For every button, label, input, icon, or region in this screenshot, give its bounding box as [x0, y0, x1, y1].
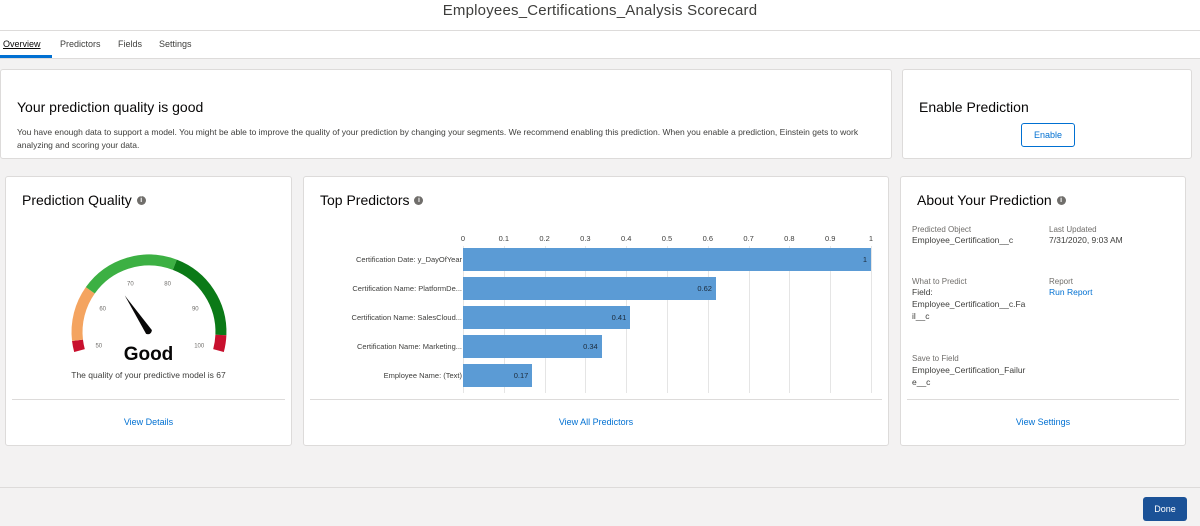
predictor-bar[interactable]: [463, 277, 716, 300]
x-axis-tick-label: 0.5: [661, 234, 673, 243]
view-details-link[interactable]: View Details: [123, 417, 174, 427]
gauge-arc-light-green: [85, 254, 177, 294]
what-to-predict-value-line2: il__c: [912, 311, 930, 321]
info-icon[interactable]: i: [136, 195, 146, 205]
enable-prediction-card: Enable Prediction Enable: [902, 69, 1192, 159]
top-predictors-title-row: Top Predictors i: [320, 192, 424, 208]
view-settings-link[interactable]: View Settings: [1015, 417, 1071, 427]
gauge-tick-label: 90: [192, 306, 199, 312]
bar-category-label: Employee Name: (Text): [383, 371, 462, 380]
gauge-tick-label: 70: [127, 282, 134, 288]
info-icon[interactable]: i: [1056, 195, 1066, 205]
bar-value-label: 0.17: [513, 371, 529, 380]
save-to-field-value-line1: Employee_Certification_Failur: [912, 365, 1026, 375]
about-title-row: About Your Prediction i: [917, 192, 1066, 208]
gridline: [789, 246, 791, 393]
bar-category-label: Certification Date: y_DayOfYear: [355, 255, 462, 264]
x-axis-tick-label: 0.2: [539, 234, 550, 243]
predictor-bar[interactable]: [463, 306, 631, 329]
gauge-tick-label: 60: [99, 306, 106, 312]
x-axis-tick-label: 0.9: [824, 234, 836, 243]
gauge-arc-red-left: [72, 339, 85, 352]
quality-banner-title: Your prediction quality is good: [17, 99, 204, 115]
save-to-field-label: Save to Field: [912, 354, 959, 363]
last-updated-label: Last Updated: [1049, 225, 1097, 234]
tab-fields[interactable]: Fields: [118, 39, 143, 49]
prediction-quality-card: Prediction Quality i 50 60 70 80 90 100 Good …: [5, 176, 292, 446]
bar-value-label: 1: [862, 255, 867, 264]
gridline: [667, 246, 668, 393]
top-predictors-card: Top Predictors i 0 0.1 0.2 0.3 0.4 0.5 0.6 0.7 0…: [303, 176, 889, 446]
prediction-quality-title-row: Prediction Quality i: [22, 192, 146, 208]
done-button[interactable]: Done: [1143, 497, 1187, 521]
gauge-arc-red-right: [213, 334, 227, 352]
gauge-arc-dark-green: [172, 259, 227, 336]
what-to-predict-value-line1: Employee_Certification__c.Fa: [912, 299, 1026, 309]
run-report-link[interactable]: Run Report: [1049, 287, 1093, 297]
gauge-arc-orange: [71, 287, 95, 341]
bar-value-label: 0.41: [611, 313, 627, 322]
quality-rating: Good: [123, 344, 174, 365]
x-axis-tick-label: 0.6: [702, 234, 714, 243]
bar-value-label: 0.34: [583, 342, 598, 351]
what-to-predict-field-label: Field:: [912, 287, 933, 297]
gridline: [707, 246, 709, 393]
x-axis-tick-label: 0.3: [580, 234, 591, 243]
tab-predictors[interactable]: Predictors: [60, 39, 101, 49]
x-axis-tick-label: 1: [868, 234, 874, 243]
about-title: About Your Prediction: [917, 192, 1052, 208]
gridline: [748, 246, 750, 393]
gauge-tick-label: 100: [194, 344, 205, 350]
tab-overview[interactable]: Overview: [3, 39, 41, 49]
tab-settings[interactable]: Settings: [159, 39, 192, 49]
prediction-quality-footer: View Details: [12, 399, 285, 445]
top-predictors-footer: View All Predictors: [310, 399, 882, 445]
enable-button[interactable]: Enable: [1021, 123, 1075, 147]
about-prediction-card: About Your Prediction i Predicted Object…: [900, 176, 1186, 446]
quality-description: The quality of your predictive model is …: [71, 370, 226, 380]
quality-gauge: 50 60 70 80 90 100: [71, 254, 227, 352]
gauge-tick-label: 50: [95, 344, 102, 350]
enable-prediction-title: Enable Prediction: [919, 99, 1029, 115]
prediction-quality-title: Prediction Quality: [22, 192, 132, 208]
tab-bar: Overview Predictors Fields Settings: [0, 31, 1200, 59]
predictor-bar[interactable]: [463, 364, 533, 387]
what-to-predict-label: What to Predict: [912, 277, 967, 286]
x-axis-tick-label: 0: [460, 234, 466, 243]
gauge-tick-label: 80: [164, 282, 171, 288]
about-footer: View Settings: [907, 399, 1179, 445]
predicted-object-label: Predicted Object: [912, 225, 972, 234]
gridline: [830, 246, 832, 393]
quality-banner-text: You have enough data to support a model.…: [17, 127, 859, 150]
gridline: [871, 246, 872, 393]
main-content: Your prediction quality is good You have…: [0, 59, 1200, 487]
active-tab-indicator: [0, 55, 52, 58]
window-title-bar: Employees_Certifications_Analysis Scorec…: [0, 0, 1200, 31]
save-to-field-value-line2: e__c: [912, 377, 931, 387]
x-axis-tick-label: 0.1: [498, 234, 510, 243]
view-all-predictors-link[interactable]: View All Predictors: [558, 417, 634, 427]
bar-category-label: Certification Name: Marketing...: [356, 342, 462, 351]
bar-value-label: 0.62: [697, 284, 712, 293]
x-axis-tick-label: 0.7: [743, 234, 754, 243]
window-title: Employees_Certifications_Analysis Scorec…: [442, 2, 758, 19]
bar-category-label: Certification Name: SalesCloud...: [351, 313, 462, 322]
top-predictors-title: Top Predictors: [320, 192, 410, 208]
last-updated-value: 7/31/2020, 9:03 AM: [1049, 235, 1123, 245]
predictor-bar[interactable]: [463, 248, 871, 271]
report-label: Report: [1049, 277, 1074, 286]
gauge-needle: [124, 295, 152, 335]
info-icon[interactable]: i: [414, 195, 424, 205]
quality-banner-card: Your prediction quality is good You have…: [0, 69, 892, 159]
predictor-bar[interactable]: [463, 335, 602, 358]
bar-category-label: Certification Name: PlatformDe...: [352, 284, 462, 293]
x-axis-tick-label: 0.8: [784, 234, 795, 243]
predicted-object-value: Employee_Certification__c: [912, 235, 1014, 245]
x-axis-tick-label: 0.4: [620, 234, 632, 243]
bottom-bar: Done: [0, 487, 1200, 526]
